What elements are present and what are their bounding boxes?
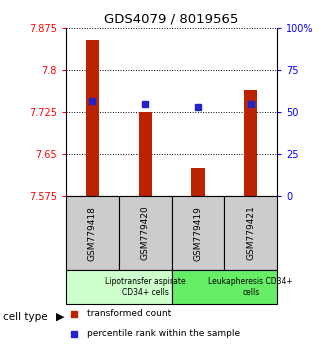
- Bar: [244, 90, 257, 196]
- Text: transformed count: transformed count: [87, 309, 171, 318]
- Bar: [172, 270, 277, 304]
- Bar: [224, 196, 277, 270]
- Bar: [66, 196, 119, 270]
- Text: Lipotransfer aspirate
CD34+ cells: Lipotransfer aspirate CD34+ cells: [105, 277, 185, 297]
- Bar: [139, 112, 152, 196]
- Title: GDS4079 / 8019565: GDS4079 / 8019565: [104, 13, 239, 26]
- Text: GSM779420: GSM779420: [141, 206, 150, 261]
- Text: ▶: ▶: [56, 312, 65, 322]
- Bar: [172, 196, 224, 270]
- Bar: [119, 196, 172, 270]
- Text: GSM779421: GSM779421: [246, 206, 255, 261]
- Text: GSM779419: GSM779419: [193, 206, 203, 261]
- Text: cell type: cell type: [3, 312, 48, 322]
- Bar: [86, 40, 99, 196]
- Bar: [191, 169, 205, 196]
- Text: GSM779418: GSM779418: [88, 206, 97, 261]
- Bar: [66, 270, 172, 304]
- Text: Leukapheresis CD34+
cells: Leukapheresis CD34+ cells: [209, 277, 293, 297]
- Text: percentile rank within the sample: percentile rank within the sample: [87, 329, 240, 338]
